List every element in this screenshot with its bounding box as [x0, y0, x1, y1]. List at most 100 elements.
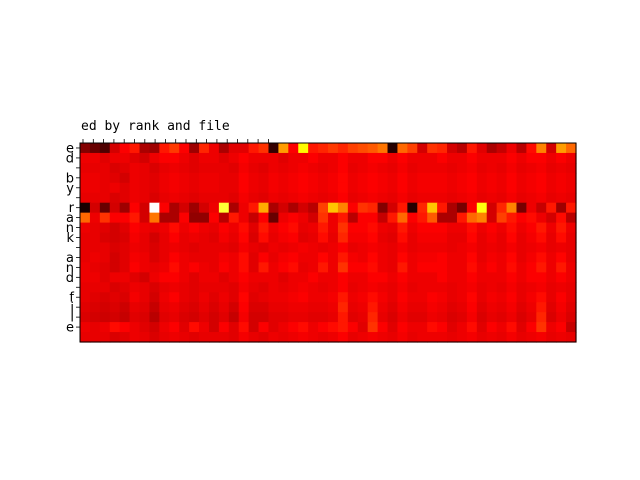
heatmap-cell — [397, 212, 408, 224]
heatmap-cell — [80, 262, 91, 273]
heatmap-cell — [99, 232, 111, 244]
heatmap-cell — [447, 312, 458, 323]
heatmap-cell — [159, 172, 170, 184]
heatmap-cell — [129, 332, 141, 343]
heatmap-cell — [119, 202, 131, 214]
heatmap-cell — [318, 252, 329, 263]
heatmap-cell — [129, 272, 141, 283]
heatmap-cell — [407, 232, 418, 244]
heatmap-cell — [516, 232, 527, 244]
heatmap-cell — [119, 292, 131, 303]
heatmap-cell — [476, 192, 488, 204]
heatmap-cell — [357, 143, 369, 154]
heatmap-cell — [159, 162, 170, 174]
heatmap-cell — [308, 212, 319, 224]
heatmap-cell — [80, 162, 91, 174]
heatmap-cell — [199, 332, 210, 343]
heatmap-cell — [447, 262, 458, 273]
heatmap-cell — [566, 212, 577, 224]
heatmap-cell — [288, 143, 299, 154]
heatmap-cell — [427, 282, 438, 293]
heatmap-cell — [179, 332, 190, 343]
heatmap-cell — [80, 182, 91, 194]
heatmap-cell — [268, 232, 279, 244]
heatmap-cell — [159, 252, 170, 263]
heatmap-cell — [566, 322, 577, 333]
heatmap-cell — [546, 232, 557, 244]
y-tick-label: l — [70, 311, 74, 326]
heatmap-cell — [288, 212, 299, 224]
heatmap-cell — [80, 202, 91, 214]
heatmap-cell — [129, 202, 141, 214]
heatmap-cell — [328, 252, 339, 263]
heatmap-cell — [456, 172, 468, 184]
heatmap-cell — [486, 282, 498, 293]
heatmap-cell — [199, 322, 210, 333]
heatmap-cell — [486, 272, 498, 283]
heatmap-cell — [89, 192, 101, 204]
heatmap-cell — [466, 272, 478, 283]
heatmap-cell — [169, 222, 180, 234]
heatmap-cell — [129, 152, 141, 164]
heatmap-cell — [149, 182, 160, 194]
heatmap-cell — [288, 302, 299, 313]
heatmap-cell — [258, 172, 270, 184]
heatmap-cell — [169, 172, 180, 184]
heatmap-cell — [466, 162, 478, 174]
heatmap-cell — [556, 212, 567, 224]
heatmap-cell — [268, 152, 279, 164]
heatmap-cell — [109, 332, 121, 343]
heatmap-cell — [407, 172, 418, 184]
heatmap-cell — [546, 152, 557, 164]
heatmap-cell — [566, 162, 577, 174]
heatmap-cell — [308, 242, 319, 254]
heatmap-cell — [298, 232, 309, 244]
heatmap-cell — [278, 192, 289, 204]
heatmap-cell — [328, 152, 339, 164]
heatmap-cell — [278, 292, 289, 303]
heatmap-cell — [526, 152, 537, 164]
heatmap-cell — [298, 143, 309, 154]
heatmap-cell — [496, 192, 508, 204]
heatmap-cell — [526, 292, 537, 303]
heatmap-cell — [566, 232, 577, 244]
heatmap-cell — [447, 332, 458, 343]
heatmap-cell — [496, 272, 508, 283]
heatmap-cell — [397, 262, 408, 273]
heatmap-cell — [288, 172, 299, 184]
heatmap-cell — [546, 322, 557, 333]
heatmap-cell — [556, 192, 567, 204]
heatmap-cell — [536, 282, 547, 293]
heatmap-cell — [328, 162, 339, 174]
heatmap-cell — [179, 272, 190, 283]
heatmap-cell — [417, 222, 428, 234]
heatmap-cell — [159, 232, 170, 244]
heatmap-cell — [347, 282, 359, 293]
heatmap-cell — [328, 262, 339, 273]
heatmap-cell — [169, 262, 180, 273]
heatmap-cell — [318, 262, 329, 273]
heatmap-cell — [228, 162, 240, 174]
heatmap-cell — [556, 182, 567, 194]
heatmap-cell — [397, 242, 408, 254]
heatmap-cell — [119, 332, 131, 343]
heatmap-cell — [278, 332, 289, 343]
heatmap-cell — [427, 322, 438, 333]
heatmap-cell — [288, 292, 299, 303]
heatmap-cell — [89, 172, 101, 184]
heatmap-cell — [337, 242, 349, 254]
heatmap-cell — [268, 212, 279, 224]
heatmap-cell — [447, 222, 458, 234]
heatmap-cell — [248, 332, 260, 343]
heatmap-cell — [258, 302, 270, 313]
heatmap-cell — [407, 152, 418, 164]
heatmap-cell — [347, 292, 359, 303]
heatmap-cell — [308, 292, 319, 303]
y-tick-label: r — [69, 201, 75, 216]
heatmap-cell — [486, 322, 498, 333]
heatmap-cell — [377, 312, 389, 323]
heatmap-cell — [318, 182, 329, 194]
heatmap-cell — [109, 262, 121, 273]
heatmap-cell — [218, 152, 230, 164]
heatmap-cell — [109, 212, 121, 224]
